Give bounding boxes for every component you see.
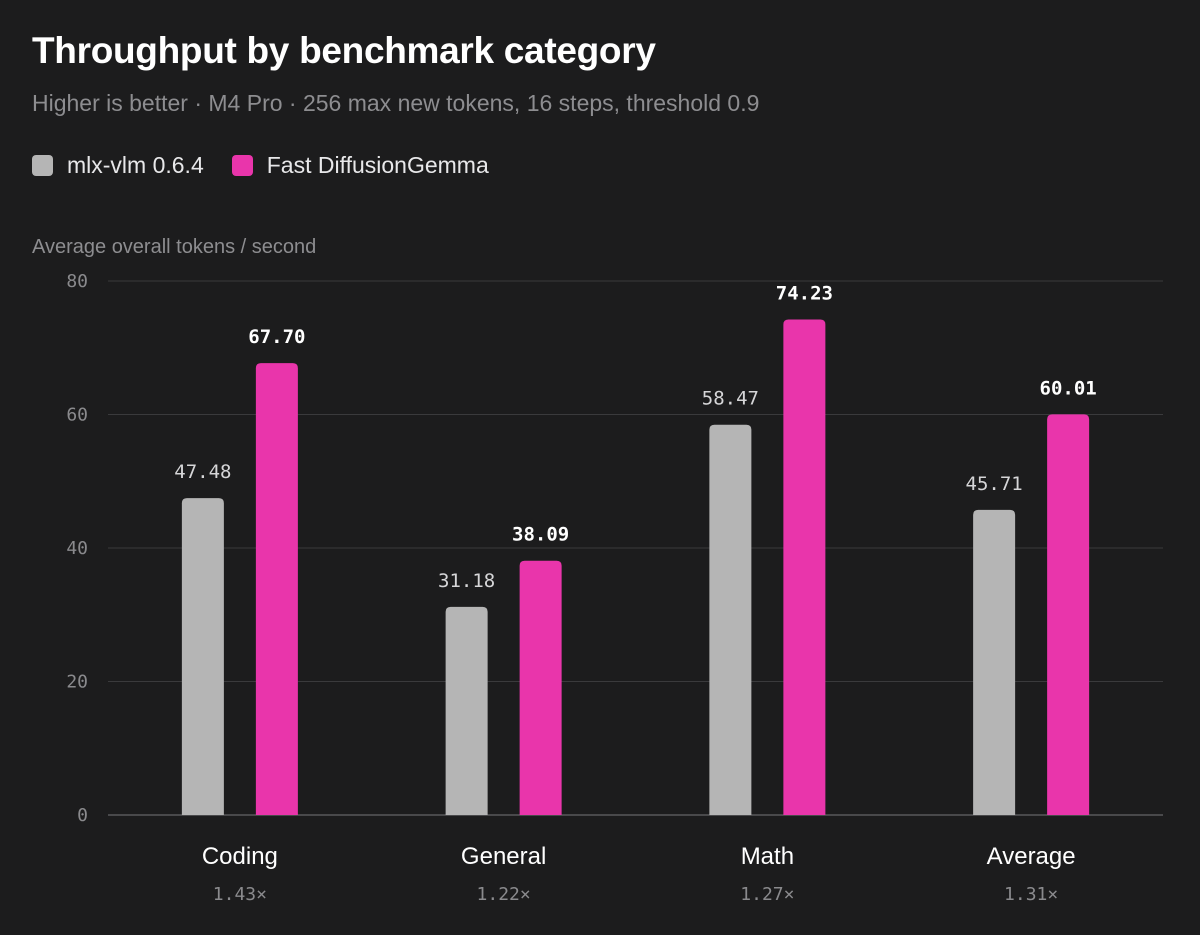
- bar-mlx: [709, 424, 752, 815]
- speedup-label: 1.22×: [477, 884, 531, 905]
- y-tick-label: 0: [77, 805, 88, 826]
- x-tick-label: General: [461, 843, 546, 870]
- bar-fast: [1047, 414, 1090, 815]
- legend-swatch-mlx: [32, 155, 53, 176]
- legend: mlx-vlm 0.6.4 Fast DiffusionGemma: [32, 152, 517, 179]
- speedup-label: 1.27×: [740, 884, 794, 905]
- data-label-fast: 60.01: [1040, 377, 1097, 399]
- x-tick-label: Coding: [202, 843, 278, 870]
- x-tick-label: Math: [741, 843, 794, 870]
- chart-title: Throughput by benchmark category: [32, 30, 656, 71]
- speedup-label: 1.31×: [1004, 884, 1058, 905]
- y-tick-label: 20: [66, 672, 88, 693]
- data-label-mlx: 47.48: [174, 461, 231, 483]
- bar-mlx: [973, 509, 1016, 815]
- data-label-fast: 74.23: [776, 283, 833, 305]
- legend-swatch-fast: [231, 155, 253, 176]
- data-label-mlx: 45.71: [966, 473, 1023, 495]
- data-label-fast: 38.09: [512, 524, 569, 546]
- bar-fast: [783, 319, 826, 815]
- data-label-fast: 67.70: [248, 326, 305, 348]
- y-axis-label: Average overall tokens / second: [32, 236, 317, 258]
- data-label-mlx: 58.47: [702, 388, 759, 410]
- bar-mlx: [181, 498, 224, 815]
- bar-mlx: [445, 606, 488, 815]
- y-tick-label: 40: [66, 538, 88, 559]
- x-tick-label: Average: [987, 843, 1076, 870]
- legend-item-mlx: mlx-vlm 0.6.4: [32, 152, 204, 179]
- legend-item-fast: Fast DiffusionGemma: [231, 152, 489, 179]
- chart-subtitle: Higher is better · M4 Pro · 256 max new …: [32, 90, 760, 116]
- speedup-label: 1.43×: [213, 884, 267, 905]
- legend-label-fast: Fast DiffusionGemma: [266, 152, 489, 178]
- data-label-mlx: 31.18: [438, 570, 495, 592]
- y-tick-label: 60: [66, 405, 88, 426]
- bar-fast: [255, 363, 298, 815]
- legend-label-mlx: mlx-vlm 0.6.4: [67, 152, 204, 178]
- bar-fast: [519, 560, 562, 815]
- y-tick-label: 80: [66, 271, 88, 292]
